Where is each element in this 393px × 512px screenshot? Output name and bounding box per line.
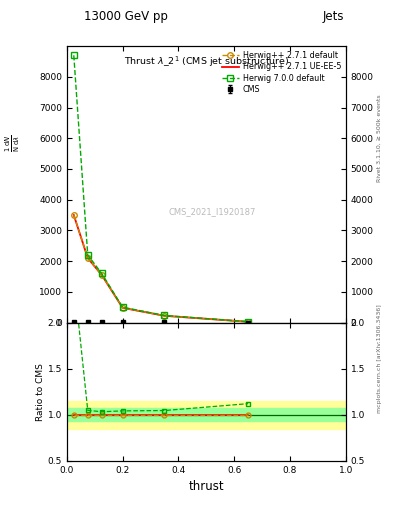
X-axis label: thrust: thrust xyxy=(189,480,224,493)
Herwig++ 2.7.1 UE-EE-5 xyxy=(162,313,167,319)
Herwig 7.0.0 default xyxy=(72,52,76,58)
Herwig 7.0.0 default xyxy=(99,270,104,276)
Herwig++ 2.7.1 UE-EE-5 xyxy=(72,212,76,218)
Herwig++ 2.7.1 UE-EE-5 xyxy=(246,318,251,325)
Text: Jets: Jets xyxy=(322,10,344,23)
Text: Thrust $\lambda\_2^1$ (CMS jet substructure): Thrust $\lambda\_2^1$ (CMS jet substruct… xyxy=(123,54,289,69)
Herwig++ 2.7.1 default xyxy=(120,305,125,311)
Line: Herwig 7.0.0 default: Herwig 7.0.0 default xyxy=(71,53,251,325)
Text: CMS_2021_I1920187: CMS_2021_I1920187 xyxy=(168,207,255,217)
Herwig 7.0.0 default xyxy=(246,318,251,325)
Line: Herwig++ 2.7.1 default: Herwig++ 2.7.1 default xyxy=(71,212,251,325)
Herwig++ 2.7.1 default xyxy=(162,313,167,319)
Y-axis label: Ratio to CMS: Ratio to CMS xyxy=(36,362,45,421)
Herwig 7.0.0 default xyxy=(162,312,167,318)
Herwig++ 2.7.1 UE-EE-5 xyxy=(120,305,125,311)
Herwig 7.0.0 default xyxy=(120,304,125,310)
Text: Rivet 3.1.10, ≥ 500k events: Rivet 3.1.10, ≥ 500k events xyxy=(377,94,382,182)
Herwig++ 2.7.1 default xyxy=(246,318,251,325)
Herwig++ 2.7.1 default xyxy=(72,212,76,218)
Text: mcplots.cern.ch [arXiv:1306.3436]: mcplots.cern.ch [arXiv:1306.3436] xyxy=(377,304,382,413)
Text: 13000 GeV pp: 13000 GeV pp xyxy=(84,10,168,23)
Herwig++ 2.7.1 UE-EE-5 xyxy=(85,255,90,261)
Line: Herwig++ 2.7.1 UE-EE-5: Herwig++ 2.7.1 UE-EE-5 xyxy=(74,215,248,322)
Legend: Herwig++ 2.7.1 default, Herwig++ 2.7.1 UE-EE-5, Herwig 7.0.0 default, CMS: Herwig++ 2.7.1 default, Herwig++ 2.7.1 U… xyxy=(219,48,344,97)
Herwig 7.0.0 default xyxy=(85,252,90,258)
Herwig++ 2.7.1 default xyxy=(85,255,90,261)
Herwig++ 2.7.1 UE-EE-5 xyxy=(99,272,104,278)
Herwig++ 2.7.1 default xyxy=(99,272,104,278)
Text: $\frac{1}{\mathrm{N}} \frac{\mathrm{d}N}{\mathrm{d}\lambda}$: $\frac{1}{\mathrm{N}} \frac{\mathrm{d}N}… xyxy=(4,135,22,152)
